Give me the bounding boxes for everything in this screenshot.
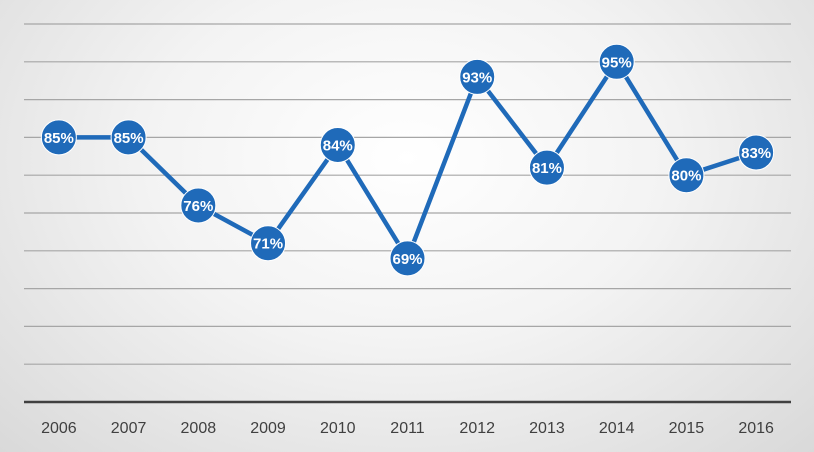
data-point-marker <box>250 225 287 262</box>
data-labels: 85% 85% 76% 71% 84% 69% 93% 81% 95% 80% 83% <box>44 54 771 268</box>
data-point-marker <box>528 149 565 186</box>
x-tick-label: 2016 <box>738 420 774 437</box>
x-tick-label: 2010 <box>320 420 356 437</box>
x-tick-label: 2013 <box>529 420 565 437</box>
data-point-marker <box>180 187 217 224</box>
x-tick-label: 2011 <box>390 420 425 437</box>
x-tick-label: 2008 <box>181 420 217 437</box>
x-tick-label: 2006 <box>41 420 77 437</box>
series-line <box>58 57 757 264</box>
x-tick-label: 2012 <box>459 420 495 437</box>
data-label: 93% <box>462 69 492 86</box>
data-label: 83% <box>741 145 771 162</box>
data-label: 81% <box>532 160 562 177</box>
x-tick-label: 2007 <box>111 420 147 437</box>
data-point-marker <box>738 134 775 171</box>
x-tick-label: 2014 <box>599 420 635 437</box>
x-tick-label: 2015 <box>669 420 705 437</box>
data-label: 71% <box>253 236 283 253</box>
data-label: 95% <box>602 54 632 71</box>
gridlines <box>24 23 791 365</box>
data-point-marker <box>459 58 496 95</box>
x-axis-ticks: 2006 2007 2008 2009 2010 2011 2012 2013 2014 2015… <box>41 420 774 437</box>
data-label: 76% <box>183 198 213 215</box>
data-label: 69% <box>392 251 422 268</box>
data-markers <box>40 43 775 277</box>
data-label: 85% <box>44 130 74 147</box>
data-label: 80% <box>671 168 701 185</box>
data-point-marker <box>110 119 147 156</box>
x-tick-label: 2009 <box>250 420 286 437</box>
data-point-marker <box>668 157 705 194</box>
data-point-marker <box>598 43 635 80</box>
data-point-marker <box>389 240 426 277</box>
data-point-marker <box>40 119 77 156</box>
data-label: 84% <box>323 137 353 154</box>
data-label: 85% <box>114 130 144 147</box>
data-point-marker <box>319 126 356 163</box>
